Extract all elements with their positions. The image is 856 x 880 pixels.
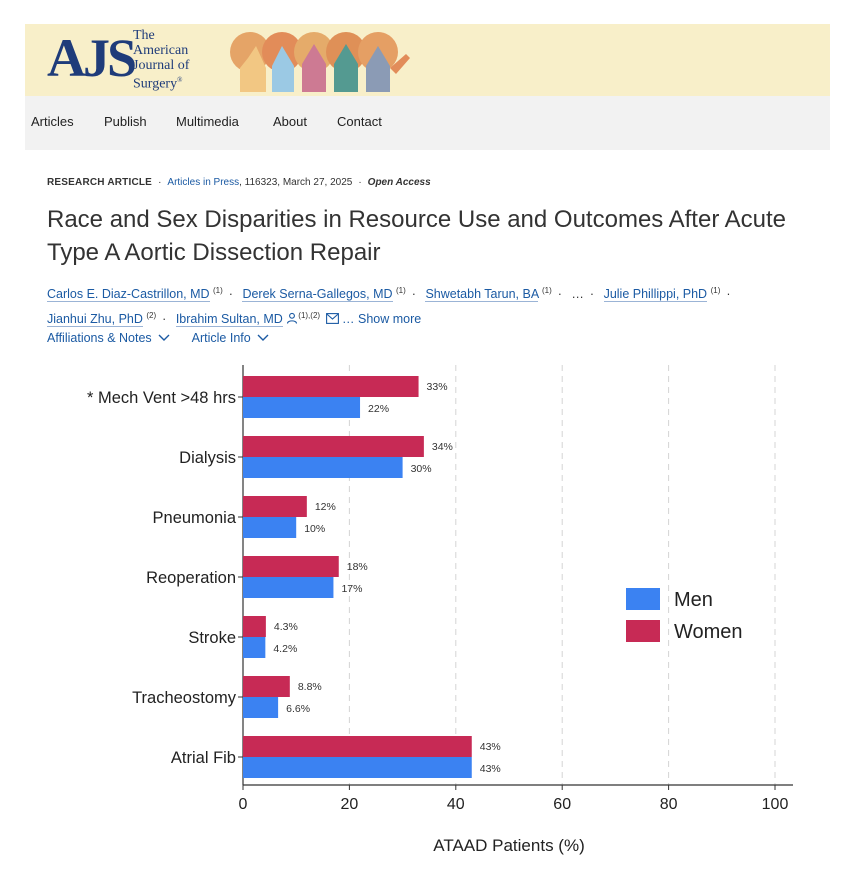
open-access-badge: Open Access: [367, 177, 431, 188]
bar-women: [243, 436, 424, 457]
bar-women: [243, 376, 419, 397]
nav-contact[interactable]: Contact: [337, 114, 382, 129]
data-label-women: 33%: [427, 381, 448, 393]
bar-men: [243, 757, 472, 778]
data-label-men: 43%: [480, 763, 501, 775]
info-links: Affiliations & Notes Article Info: [47, 331, 287, 345]
author-affiliation: (2): [146, 311, 157, 321]
legend-label: Women: [674, 621, 743, 643]
diverse-faces-artwork: [230, 32, 410, 92]
show-more-authors-link[interactable]: … Show more: [342, 312, 422, 327]
article-details: , 116323, March 27, 2025: [239, 177, 353, 188]
data-label-women: 34%: [432, 441, 453, 453]
category-label: Tracheostomy: [132, 689, 237, 707]
data-label-women: 12%: [315, 501, 336, 513]
author-link[interactable]: Shwetabh Tarun, BA: [425, 287, 539, 303]
affiliations-toggle[interactable]: Affiliations & Notes: [47, 331, 174, 345]
bar-women: [243, 736, 472, 757]
data-label-women: 43%: [480, 741, 501, 753]
bar-men: [243, 517, 297, 538]
author-affiliation: (1),(2): [298, 311, 321, 321]
category-label: Dialysis: [179, 449, 236, 467]
author-link[interactable]: Carlos E. Diaz-Castrillon, MD: [47, 287, 210, 303]
bar-men: [243, 697, 279, 718]
author-affiliation: (1): [710, 286, 721, 295]
data-label-men: 22%: [368, 403, 389, 415]
bar-women: [243, 616, 266, 637]
journal-banner: AJS The American Journal of Surgery®: [25, 24, 830, 96]
x-tick-label: 60: [553, 796, 571, 813]
category-label: Stroke: [188, 629, 236, 647]
nav-publish[interactable]: Publish: [104, 114, 147, 129]
x-tick-label: 100: [762, 796, 789, 813]
category-label: Pneumonia: [153, 509, 237, 527]
author-link[interactable]: Jianhui Zhu, PhD: [47, 312, 143, 328]
legend-swatch: [626, 588, 660, 610]
author-affiliation: (1): [541, 286, 552, 295]
bar-women: [243, 676, 290, 697]
bar-men: [243, 577, 334, 598]
data-label-women: 8.8%: [298, 681, 322, 693]
data-label-women: 4.3%: [274, 621, 298, 633]
nav-articles[interactable]: Articles: [31, 114, 74, 129]
main-nav: Articles Publish Multimedia About Contac…: [25, 96, 830, 150]
author-affiliation: (1): [396, 286, 406, 295]
data-label-men: 4.2%: [273, 643, 297, 655]
x-tick-label: 20: [341, 796, 359, 813]
category-label: * Mech Vent >48 hrs: [87, 389, 236, 407]
article-meta: RESEARCH ARTICLE · Articles in Press, 1163…: [47, 177, 431, 188]
x-tick-label: 80: [660, 796, 678, 813]
article-info-toggle[interactable]: Article Info: [192, 331, 270, 345]
author-link[interactable]: Ibrahim Sultan, MD: [175, 312, 283, 328]
author-list: Carlos E. Diaz-Castrillon, MD (1) · Derek…: [47, 286, 731, 328]
data-label-men: 6.6%: [286, 703, 310, 715]
author-affiliation: (1): [213, 286, 223, 295]
bar-men: [243, 397, 361, 418]
x-axis-label: ATAAD Patients (%): [433, 836, 584, 855]
bar-men: [243, 457, 403, 478]
data-label-men: 10%: [304, 523, 325, 535]
bar-men: [243, 637, 266, 658]
data-label-women: 18%: [347, 561, 368, 573]
email-icon[interactable]: [325, 313, 339, 325]
article-type: RESEARCH ARTICLE: [47, 177, 153, 188]
category-label: Reoperation: [146, 569, 236, 587]
legend-swatch: [626, 620, 660, 642]
author-link[interactable]: Derek Serna-Gallegos, MD: [242, 287, 393, 303]
journal-name: The American Journal of Surgery®: [133, 28, 190, 92]
author-ellipsis: …: [571, 287, 584, 302]
bar-women: [243, 556, 339, 577]
articles-in-press-link[interactable]: Articles in Press: [167, 177, 240, 188]
author-link[interactable]: Julie Phillippi, PhD: [603, 287, 708, 303]
journal-logo[interactable]: AJS: [47, 28, 137, 88]
x-tick-label: 0: [239, 796, 248, 813]
data-label-men: 17%: [341, 583, 362, 595]
nav-about[interactable]: About: [273, 114, 307, 129]
x-tick-label: 40: [447, 796, 465, 813]
person-icon: [287, 313, 298, 324]
chevron-down-icon: [257, 334, 269, 341]
category-label: Atrial Fib: [171, 749, 236, 767]
nav-multimedia[interactable]: Multimedia: [176, 114, 239, 129]
legend-label: Men: [674, 589, 713, 611]
bar-women: [243, 496, 307, 517]
data-label-men: 30%: [411, 463, 432, 475]
chevron-down-icon: [158, 334, 170, 341]
article-title: Race and Sex Disparities in Resource Use…: [47, 206, 787, 266]
